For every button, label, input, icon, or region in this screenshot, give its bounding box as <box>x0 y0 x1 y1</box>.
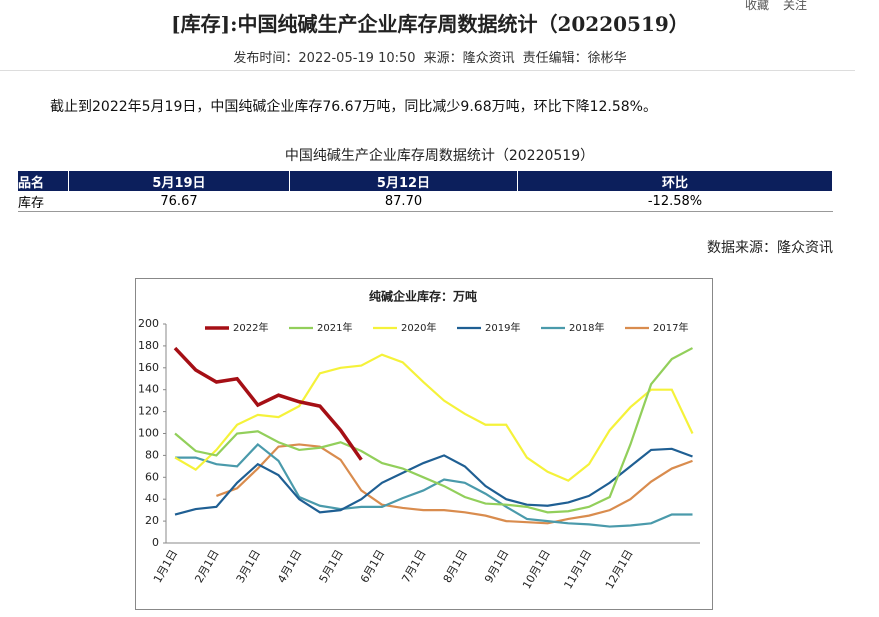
follow[interactable]: 关注 <box>783 0 808 12</box>
series-line <box>216 443 693 525</box>
editor: 责任编辑：徐彬华 <box>522 51 627 66</box>
td: -12.58% <box>517 191 833 212</box>
origin: 来源：隆众资讯 <box>423 51 515 66</box>
title: [库存]:中国纯碱生产企业库存周数据统计（20220519） <box>171 12 689 36</box>
series-line <box>174 447 693 516</box>
y-tick-label: 40 <box>145 492 159 505</box>
y-tick-label: 100 <box>138 427 159 440</box>
series-line <box>174 353 694 482</box>
legend-label: 2022年 <box>233 321 268 334</box>
chart-frame <box>135 278 713 610</box>
y-tick-label: 60 <box>145 470 159 483</box>
y-tick-label: 80 <box>145 448 159 461</box>
y-tick-label: 160 <box>138 361 159 374</box>
legend-label: 2017年 <box>653 321 688 334</box>
th: 品名 <box>18 171 69 191</box>
legend-label: 2021年 <box>317 321 352 334</box>
fav[interactable]: 收藏 <box>745 0 770 12</box>
th: 5月12日 <box>289 171 518 191</box>
td: 库存 <box>18 191 69 212</box>
y-tick-label: 0 <box>152 536 159 549</box>
series-line <box>173 346 363 461</box>
y-tick-label: 140 <box>138 383 159 396</box>
legend-label: 2018年 <box>569 321 604 334</box>
y-tick-label: 200 <box>138 317 159 330</box>
series-line <box>175 442 693 528</box>
y-tick-label: 120 <box>138 405 159 418</box>
y-tick-label: 180 <box>138 339 159 352</box>
rule <box>0 70 855 71</box>
td: 76.67 <box>68 191 290 212</box>
time: 发布时间：2022-05-19 10:50 <box>233 51 416 66</box>
th: 环比 <box>517 171 833 191</box>
chart: 纯碱企业库存：万吨 0204060801001201401601802001月1… <box>135 278 713 610</box>
table-title: 中国纯碱生产企业库存周数据统计（20220519） <box>284 148 595 164</box>
series-line <box>174 347 694 514</box>
table: 品名 5月19日 5月12日 环比 库存 76.67 87.70 -12.58% <box>18 171 833 212</box>
paragraph: 截止到2022年5月19日，中国纯碱企业库存76.67万吨，同比减少9.68万吨… <box>50 99 657 115</box>
th: 5月19日 <box>68 171 290 191</box>
y-tick-label: 20 <box>145 514 159 527</box>
source: 数据来源：隆众资讯 <box>707 240 833 256</box>
legend-label: 2020年 <box>401 321 436 334</box>
chart-title: 纯碱企业库存：万吨 <box>369 289 477 304</box>
legend-label: 2019年 <box>485 321 520 334</box>
toolbar: 收藏 关注 <box>745 0 821 13</box>
td: 87.70 <box>289 191 518 212</box>
meta: 发布时间：2022-05-19 10:50 来源：隆众资讯 责任编辑：徐彬华 <box>0 47 860 66</box>
